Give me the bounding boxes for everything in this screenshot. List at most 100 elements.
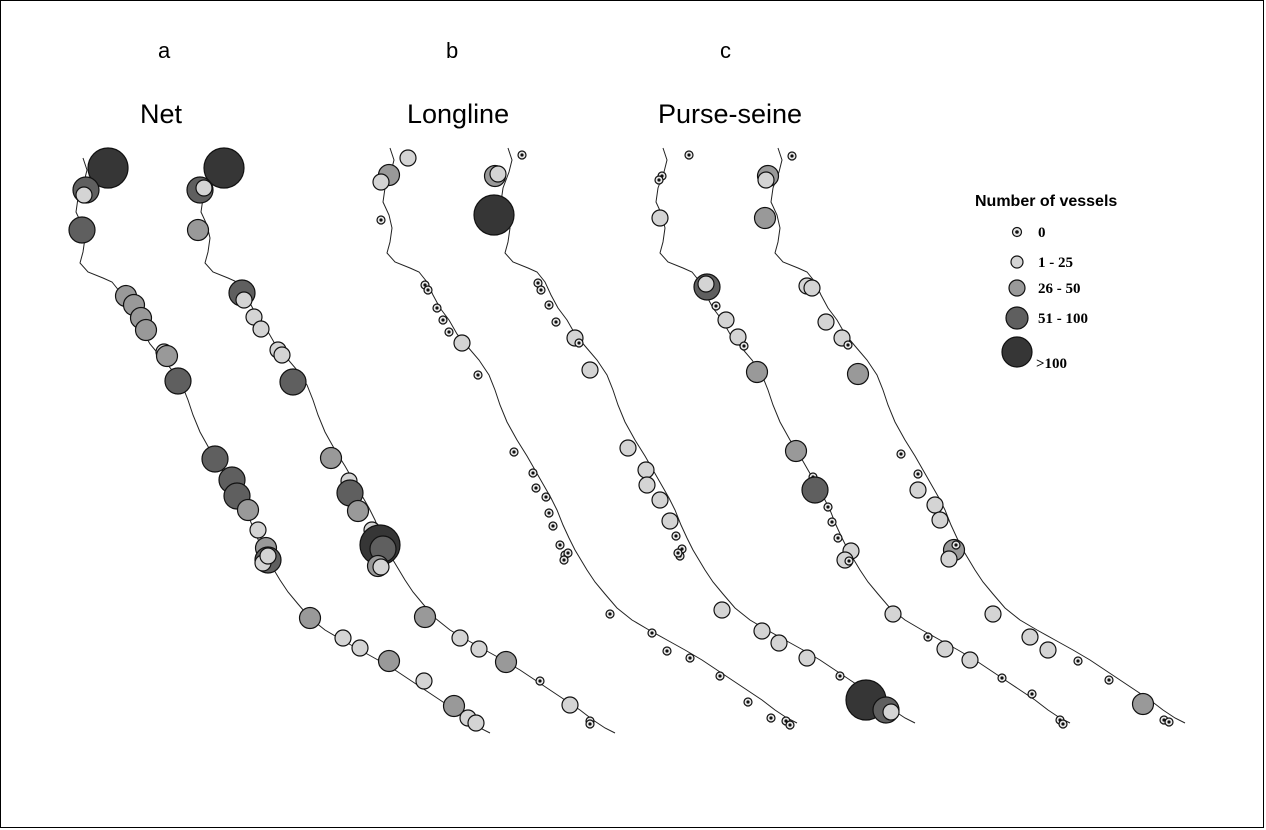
vessel-circle: [372, 558, 390, 576]
vessel-circle-center: [547, 303, 551, 307]
vessel-circle-center: [790, 154, 794, 158]
vessel-circle: [697, 275, 715, 293]
vessel-circle: [372, 173, 390, 191]
vessel-circle-center: [512, 450, 516, 454]
legend-title: Number of vessels: [975, 193, 1117, 210]
vessel-circle-center: [788, 723, 792, 727]
vessel-circle: [926, 496, 944, 514]
vessel-circle: [195, 179, 213, 197]
vessel-circle-center: [476, 373, 480, 377]
vessel-circle: [235, 291, 253, 309]
vessel-circle: [757, 171, 775, 189]
legend-item-4: >100: [1001, 336, 1067, 372]
vessel-circle-center: [742, 344, 746, 348]
legend-symbol-1: [1010, 255, 1024, 269]
vessel-markers-map-6: [753, 151, 1174, 727]
legend-label-0: 0: [1038, 225, 1046, 241]
vessel-markers-map-5: [651, 150, 1068, 729]
vessel-circle-center: [1030, 692, 1034, 696]
legend-label-1: 1 - 25: [1038, 255, 1073, 271]
vessel-circle-center: [916, 472, 920, 476]
vessel-circle: [155, 344, 179, 368]
coastline-maps: [68, 147, 1186, 734]
vessel-circle: [729, 328, 747, 346]
vessel-circle-center: [538, 679, 542, 683]
vessel-circle: [784, 439, 808, 463]
vessel-circle-center: [577, 341, 581, 345]
legend-symbol-4: [1001, 336, 1033, 368]
vessel-circle-center: [534, 486, 538, 490]
vessel-circle-center: [435, 306, 439, 310]
vessel-circle: [1131, 692, 1155, 716]
vessel-circle: [717, 311, 735, 329]
vessel-circle: [936, 640, 954, 658]
vessel-circle: [377, 649, 401, 673]
vessel-circle: [489, 165, 507, 183]
vessel-circle: [252, 320, 270, 338]
vessel-markers-map-3: [372, 149, 795, 730]
coastline-4: [500, 147, 916, 724]
vessel-markers-map-2: [186, 147, 595, 729]
vessel-circle: [413, 605, 437, 629]
vessel-circle-center: [826, 505, 830, 509]
vessel-circle-center: [1076, 659, 1080, 663]
vessel-circle: [259, 547, 277, 565]
vessel-circle: [415, 672, 433, 690]
vessel-circle-center: [562, 558, 566, 562]
vessel-circle: [351, 639, 369, 657]
vessel-circle-center: [714, 304, 718, 308]
vessel-circle: [451, 629, 469, 647]
vessel-circle-center: [447, 330, 451, 334]
vessel-circle-center: [665, 649, 669, 653]
vessel-circle-center: [539, 288, 543, 292]
panel-a-header: a Net: [140, 38, 183, 129]
vessel-circle: [1021, 628, 1039, 646]
vessel-circle: [298, 606, 322, 630]
panel-c-title: Purse-seine: [658, 99, 802, 129]
vessel-circle: [1039, 641, 1057, 659]
vessel-markers-map-4: [473, 150, 900, 724]
vessel-circle: [753, 206, 777, 230]
vessel-circle-center: [926, 635, 930, 639]
vessel-circle: [940, 550, 958, 568]
vessel-circle-center: [836, 536, 840, 540]
vessel-circle-center: [769, 716, 773, 720]
legend-item-1: 1 - 25: [1010, 255, 1073, 271]
coastline-1: [75, 157, 491, 734]
vessel-circle-center: [674, 534, 678, 538]
vessel-circle-center: [1107, 678, 1111, 682]
legend-item-0: 0: [1011, 225, 1046, 241]
vessel-circle: [884, 605, 902, 623]
panel-b-title: Longline: [407, 99, 509, 129]
panel-a-letter: a: [158, 38, 171, 63]
vessel-circle: [75, 186, 93, 204]
vessel-circle-center: [687, 153, 691, 157]
vessel-circle: [68, 216, 96, 244]
coastline-6: [770, 147, 1186, 724]
vessel-circle-center: [830, 520, 834, 524]
vessel-circle: [561, 696, 579, 714]
vessel-circle: [661, 512, 679, 530]
panel-b-header: b Longline: [407, 38, 509, 129]
vessel-circle: [334, 629, 352, 647]
panel-b-letter: b: [446, 38, 458, 63]
vessel-circle: [203, 147, 245, 189]
legend-label-3: 51 - 100: [1038, 311, 1088, 327]
vessel-circle-center: [846, 343, 850, 347]
vessel-circle: [164, 367, 192, 395]
coastline-2: [200, 157, 616, 734]
vessel-circle-center: [426, 288, 430, 292]
vessel-circle: [637, 461, 655, 479]
vessel-circle: [803, 279, 821, 297]
vessel-circle: [931, 511, 949, 529]
vessel-circle: [279, 368, 307, 396]
legend: Number of vessels 0 1 - 25 26 - 50 51 - …: [975, 193, 1117, 372]
vessel-circle: [399, 149, 417, 167]
vessel-circle-center: [551, 524, 555, 528]
vessel-circle-center: [718, 674, 722, 678]
vessel-circle: [798, 649, 816, 667]
vessel-circle: [201, 445, 229, 473]
vessel-markers-map-1: [68, 147, 485, 732]
